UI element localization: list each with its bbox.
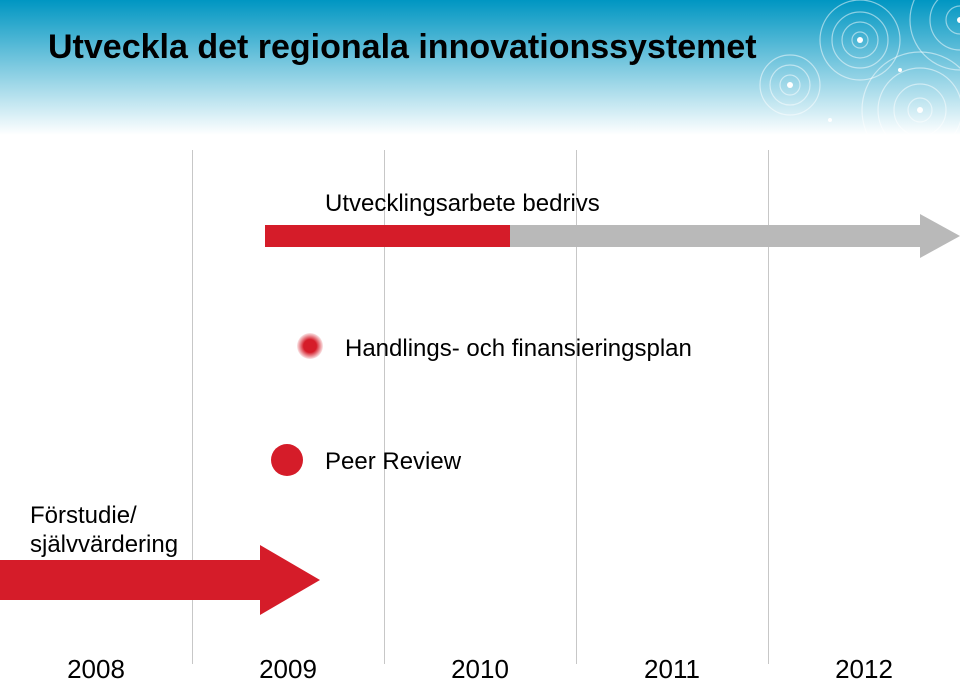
forstudie-arrow: [0, 545, 320, 615]
year-2009: 2009: [259, 654, 317, 685]
year-2008: 2008: [67, 654, 125, 685]
peer-review-dot: [271, 444, 303, 476]
year-2010: 2010: [451, 654, 509, 685]
year-2012: 2012: [835, 654, 893, 685]
header-band: [0, 0, 960, 150]
handlings-dot: [297, 333, 323, 359]
year-2011: 2011: [644, 654, 700, 685]
peer-review-label: Peer Review: [325, 448, 461, 476]
utvecklingsarbete-arrow: [265, 214, 960, 258]
slide-title: Utveckla det regionala innovationssystem…: [48, 28, 757, 67]
handlings-label: Handlings- och finansieringsplan: [345, 335, 692, 363]
